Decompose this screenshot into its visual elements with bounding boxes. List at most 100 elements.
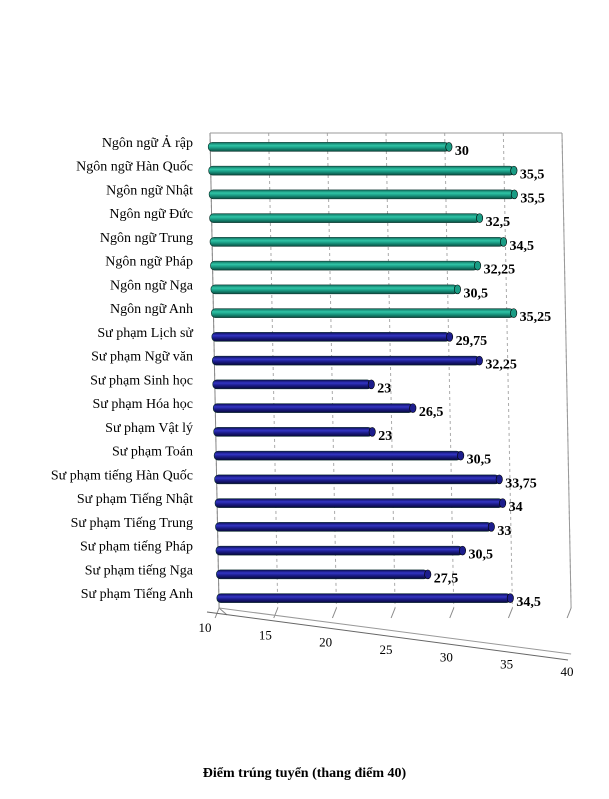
bar-cap-13	[457, 450, 465, 461]
value-label-13: 30,5	[467, 453, 492, 468]
category-label-6: Ngôn ngữ Nga	[110, 278, 194, 293]
bar-cap-9	[475, 355, 483, 366]
gridline-x-4	[444, 132, 455, 609]
value-label-7: 35,25	[520, 310, 552, 325]
y-axis-wall	[209, 132, 228, 616]
bar-cap-0	[445, 142, 453, 152]
bar-3	[209, 213, 480, 223]
value-label-11: 26,5	[419, 405, 444, 420]
bar-11	[212, 403, 414, 413]
bar-4	[209, 237, 504, 247]
bar-12	[213, 427, 373, 437]
x-axis-title: Điểm trúng tuyển (thang điểm 40)	[202, 766, 407, 781]
bar-cap-8	[446, 332, 454, 342]
value-label-12: 23	[378, 429, 392, 444]
gridline-x-3	[385, 132, 396, 609]
category-label-12: Sư phạm Vật lý	[105, 421, 193, 436]
floor-tick-4	[449, 607, 455, 619]
value-label-1: 35,5	[520, 168, 545, 183]
category-label-10: Sư phạm Sinh học	[90, 373, 193, 388]
category-label-17: Sư phạm tiếng Pháp	[80, 540, 193, 555]
bar-16	[215, 522, 492, 532]
right-edge	[561, 132, 572, 609]
bar-cap-19	[506, 593, 514, 603]
bar-8	[211, 332, 450, 342]
floor-tick-2	[331, 607, 337, 619]
bar-cap-5	[474, 260, 482, 271]
category-label-0: Ngôn ngữ Ả rập	[102, 134, 193, 151]
bar-14	[214, 474, 500, 485]
category-label-7: Ngôn ngữ Anh	[110, 302, 193, 317]
gridline-x-1	[268, 132, 279, 609]
bar-0	[207, 142, 450, 152]
value-label-5: 32,25	[484, 263, 516, 278]
bar-17	[215, 545, 463, 556]
x-tick-label-2: 20	[319, 635, 332, 650]
bar-cap-3	[476, 213, 484, 223]
bar-2	[208, 189, 515, 200]
x-tick-label-5: 35	[500, 657, 513, 672]
category-label-9: Sư phạm Ngữ văn	[91, 350, 193, 365]
axes	[206, 132, 572, 661]
value-label-8: 29,75	[456, 334, 488, 349]
bar-6	[210, 284, 458, 295]
category-label-8: Sư phạm Lịch sử	[97, 326, 193, 341]
bar-5	[210, 260, 478, 271]
category-label-19: Sư phạm Tiếng Anh	[81, 587, 193, 602]
value-label-15: 34	[509, 500, 523, 515]
bar-15	[214, 498, 503, 508]
bar-cap-1	[510, 165, 518, 176]
x-axis-line	[206, 611, 569, 661]
category-label-14: Sư phạm tiếng Hàn Quốc	[51, 468, 193, 483]
bar-1	[208, 165, 515, 176]
x-tick-label-3: 25	[380, 642, 393, 657]
floor-tick-5	[507, 607, 513, 619]
value-label-16: 33	[497, 524, 511, 539]
category-label-3: Ngôn ngữ Đức	[109, 207, 193, 222]
category-label-18: Sư phạm tiếng Nga	[85, 563, 194, 578]
bar-cap-18	[424, 569, 432, 580]
category-label-11: Sư phạm Hóa học	[92, 397, 193, 412]
bar-cap-16	[487, 522, 495, 532]
floor-tick-3	[390, 607, 396, 619]
value-label-19: 34,5	[516, 595, 541, 610]
bar-cap-15	[499, 498, 507, 508]
bar-13	[213, 450, 461, 461]
bar-18	[216, 569, 429, 580]
category-label-13: Sư phạm Toán	[112, 445, 193, 460]
x-tick-label-0: 10	[199, 620, 212, 635]
bar-cap-6	[453, 284, 461, 295]
bar-cap-4	[500, 237, 508, 247]
floor-tick-6	[566, 607, 572, 619]
gridline-x-2	[326, 132, 337, 609]
gridline-x-5	[502, 132, 513, 609]
category-label-5: Ngôn ngữ Pháp	[105, 255, 193, 270]
value-label-10: 23	[377, 381, 391, 396]
value-label-17: 30,5	[468, 548, 493, 563]
x-tick-label-1: 15	[259, 627, 272, 642]
bar-cap-11	[409, 403, 417, 413]
value-label-9: 32,25	[485, 358, 517, 373]
bar-7	[211, 308, 514, 318]
category-label-4: Ngôn ngữ Trung	[100, 231, 193, 246]
bar-cap-14	[495, 474, 503, 485]
value-label-2: 35,5	[520, 191, 545, 206]
category-label-15: Sư phạm Tiếng Nhật	[77, 492, 193, 507]
bar-cap-12	[368, 427, 376, 437]
bar-cap-7	[510, 308, 518, 318]
value-label-14: 33,75	[505, 476, 537, 491]
value-label-6: 30,5	[463, 286, 488, 301]
floor-back-edge	[219, 607, 572, 655]
labels: 10 15 20 25 30 35 40 Ngôn ngữ Ả rập 30 Ngôn ngữ H…	[51, 134, 574, 679]
bar-9	[212, 355, 480, 366]
x-tick-label-4: 30	[440, 649, 453, 664]
category-label-1: Ngôn ngữ Hàn Quốc	[76, 160, 193, 175]
bar-cap-2	[510, 189, 518, 200]
bar-cap-17	[458, 545, 466, 556]
x-tick-label-6: 40	[561, 664, 574, 679]
value-label-18: 27,5	[434, 571, 459, 586]
floor-tick-1	[273, 607, 279, 619]
value-label-3: 32,5	[486, 215, 511, 230]
bar-cap-10	[367, 379, 375, 390]
